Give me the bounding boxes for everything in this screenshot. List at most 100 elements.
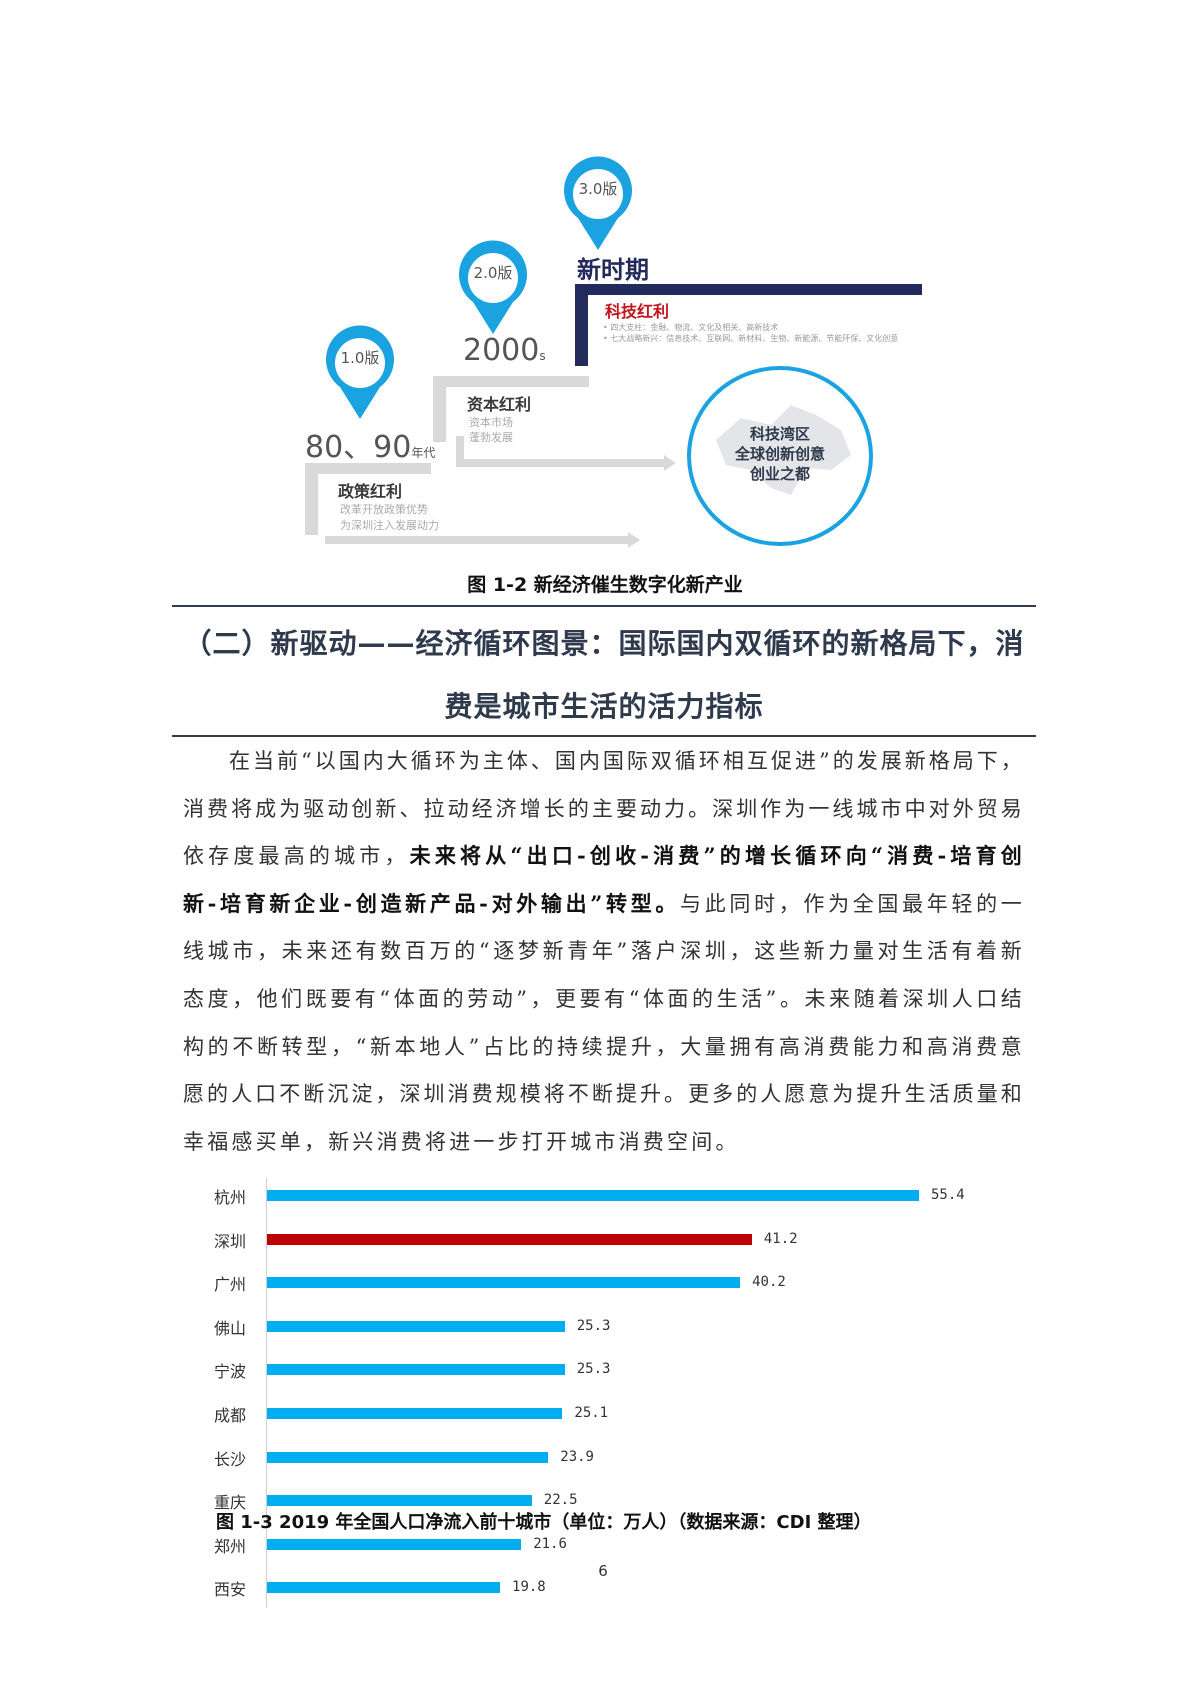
chart-category-label: 宁波 (214, 1362, 247, 1382)
chart-category-label: 郑州 (214, 1536, 247, 1556)
text: 愿的人口不断沉淀，深圳消费规模将不断提升。更多的人愿意为提升生活质量和 (183, 1082, 1023, 1107)
paragraph-line: 新-培育新企业-创造新产品-对外输出”转型。与此同时，作为全国最年轻的一 (183, 888, 1023, 918)
stage3-bullet: • 七大战略新兴：信息技术、互联网、新材料、生物、新能源、节能环保、文化创意 (603, 334, 899, 343)
pin-label: 1.0版 (340, 349, 380, 367)
figure-caption-2: 图 1-3 2019 年全国人口净流入前十城市（单位：万人）（数据来源：CDI … (216, 1512, 872, 1533)
stage2-bar-top (433, 376, 589, 387)
circle-text: 科技湾区 全球创新创意 创业之都 (691, 424, 869, 484)
chart-data-label: 25.3 (576, 1317, 611, 1334)
stage1-bar-side (305, 463, 318, 535)
stage1-line: 为深圳注入发展动力 (340, 519, 439, 532)
chart-bar (267, 1495, 532, 1507)
paragraph-line: 幸福感买单，新兴消费将进一步打开城市消费空间。 (183, 1126, 1023, 1156)
pin-label: 2.0版 (473, 264, 513, 282)
text: 态度，他们既要有“体面的劳动”，更要有“体面的生活”。未来随着深圳人口结 (183, 987, 1023, 1011)
era-label-2: 2000s (463, 333, 546, 368)
stage2-bar-side (433, 376, 446, 442)
chart-data-label: 40.2 (752, 1274, 786, 1291)
stage3-title: 科技红利 (605, 302, 670, 321)
text: 幸福感买单，新兴消费将进一步打开城市消费空间。 (183, 1129, 740, 1154)
chart-bar (267, 1582, 501, 1594)
bullet-text: 七大战略新兴：信息技术、互联网、新材料、生物、新能源、节能环保、文化创意 (610, 334, 899, 343)
chart-category-label: 杭州 (214, 1188, 247, 1207)
stage2-line: 资本市场 (469, 416, 513, 429)
shenzhen-circle: 科技湾区 全球创新创意 创业之都 (687, 366, 873, 546)
circle-line: 全球创新创意 (734, 445, 825, 463)
map-pin-icon (564, 156, 632, 250)
chart-category-label: 长沙 (214, 1449, 247, 1469)
stage3-bullet: • 四大支柱：金融、物流、文化及相关、高新技术 (603, 323, 779, 332)
text: 消费将成为驱动创新、拉动经济增长的主要动力。深圳作为一线城市中对外贸易 (183, 796, 1023, 821)
pin-label: 3.0版 (578, 180, 618, 198)
figure-caption-1: 图 1-2 新经济催生数字化新产业 (467, 574, 743, 596)
map-silhouette-icon (716, 405, 851, 495)
text: 在当前“以国内大循环为主体、国内国际双循环相互促进”的发展新格局下， (229, 749, 1023, 773)
era-suffix: 年代 (411, 446, 436, 460)
chart-bar (267, 1451, 549, 1463)
stage2-line: 蓬勃发展 (469, 431, 513, 444)
chart-bar (267, 1408, 563, 1419)
paragraph-line: 消费将成为驱动创新、拉动经济增长的主要动力。深圳作为一线城市中对外贸易 (183, 793, 1023, 823)
stage1-bar-top (305, 463, 431, 474)
pin-1: 1.0版 (320, 325, 400, 421)
era-label-1: 80、90年代 (305, 422, 435, 466)
era-label-3: 新时期 (577, 256, 649, 284)
stage2-arrow-line (456, 459, 666, 467)
heading-rule-top (172, 605, 1036, 607)
paragraph-line: 在当前“以国内大循环为主体、国内国际双循环相互促进”的发展新格局下， (229, 745, 1023, 775)
bold-text: 新-培育新企业-创造新产品-对外输出”转型。 (183, 890, 681, 916)
map-pin-icon (459, 240, 527, 334)
paragraph-line: 线城市，未来还有数百万的“逐梦新青年”落户深圳，这些新力量对生活有着新 (183, 935, 1023, 965)
chart-category-label: 深圳 (214, 1231, 247, 1251)
arrow-right-icon (664, 455, 676, 471)
stage1-line: 改革开放政策优势 (340, 503, 428, 516)
chart-category-label: 成都 (214, 1406, 247, 1425)
chart-bar (267, 1320, 565, 1332)
chart-bar (267, 1190, 919, 1201)
section-heading-line: 费是城市生活的活力指标 (444, 690, 764, 723)
arrow-right-icon (628, 532, 640, 548)
pin-3: 3.0版 (558, 156, 638, 252)
circle-line: 科技湾区 (749, 425, 810, 443)
text: 线城市，未来还有数百万的“逐梦新青年”落户深圳，这些新力量对生活有着新 (183, 939, 1023, 964)
text: 构的不断转型，“新本地人”占比的持续提升，大量拥有高消费能力和高消费意 (183, 1034, 1023, 1059)
paragraph-line: 依存度最高的城市，未来将从“出口-创收-消费”的增长循环向“消费-培育创 (183, 840, 1023, 870)
chart-category-label: 重庆 (214, 1493, 247, 1513)
chart-data-label: 22.5 (543, 1492, 578, 1509)
paragraph-line: 态度，他们既要有“体面的劳动”，更要有“体面的生活”。未来随着深圳人口结 (183, 983, 1023, 1013)
chart-bar (267, 1233, 752, 1245)
chart-data-label: 21.6 (533, 1535, 567, 1552)
paragraph-line: 愿的人口不断沉淀，深圳消费规模将不断提升。更多的人愿意为提升生活质量和 (183, 1078, 1023, 1108)
chart-bar (267, 1364, 565, 1376)
text: 依存度最高的城市， (183, 844, 410, 869)
page-number: 6 (598, 1562, 608, 1580)
chart-data-label: 19.8 (512, 1579, 546, 1596)
chart-category-label: 佛山 (214, 1318, 247, 1338)
stage3-bar-side (575, 284, 588, 366)
chart-data-label: 23.9 (560, 1448, 594, 1465)
pin-2: 2.0版 (453, 240, 533, 336)
map-pin-icon (326, 325, 394, 419)
chart-category-label: 西安 (214, 1580, 247, 1600)
text: 与此同时，作为全国最年轻的一 (680, 891, 1023, 916)
chart-data-label: 41.2 (763, 1230, 798, 1247)
chart-category-label: 广州 (214, 1275, 247, 1295)
chart-axis-line (266, 1178, 267, 1608)
section-heading-line: （二）新驱动——经济循环图景：国际国内双循环的新格局下，消 (183, 627, 1025, 660)
chart-data-label: 55.4 (931, 1187, 965, 1203)
era-suffix: s (539, 349, 546, 363)
era-text: 2000 (463, 333, 540, 368)
era-text: 80、90 (305, 430, 412, 465)
paragraph-line: 构的不断转型，“新本地人”占比的持续提升，大量拥有高消费能力和高消费意 (183, 1031, 1023, 1061)
bullet-text: 四大支柱：金融、物流、文化及相关、高新技术 (610, 323, 779, 332)
chart-bar (267, 1538, 522, 1550)
stage1-title: 政策红利 (338, 482, 403, 501)
chart-data-label: 25.1 (574, 1405, 609, 1421)
stage1-arrow-line (325, 536, 630, 544)
stage2-arrow-side (456, 436, 464, 467)
stage3-bar-top (575, 284, 922, 295)
bold-text: 未来将从“出口-创收-消费”的增长循环向“消费-培育创 (409, 843, 1023, 869)
chart-bar (267, 1277, 741, 1289)
stage2-title: 资本红利 (467, 395, 532, 414)
heading-rule-bottom (172, 735, 1036, 737)
